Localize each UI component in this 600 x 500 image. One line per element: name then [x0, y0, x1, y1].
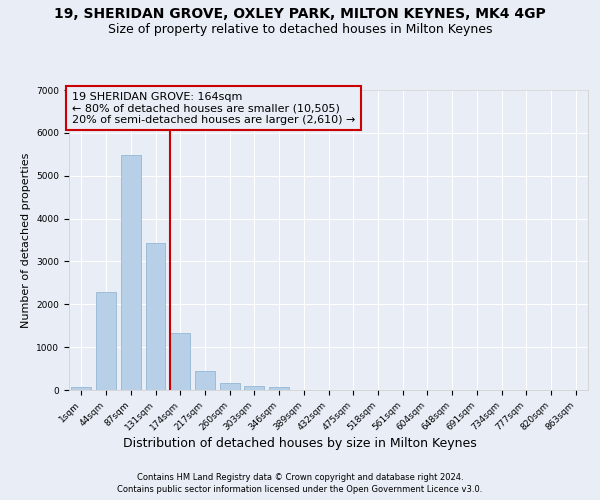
Bar [195, 370, 215, 390]
Text: 19, SHERIDAN GROVE, OXLEY PARK, MILTON KEYNES, MK4 4GP: 19, SHERIDAN GROVE, OXLEY PARK, MILTON K… [54, 8, 546, 22]
Bar [71, 387, 91, 390]
Text: Contains HM Land Registry data © Crown copyright and database right 2024.: Contains HM Land Registry data © Crown c… [137, 472, 463, 482]
Text: Distribution of detached houses by size in Milton Keynes: Distribution of detached houses by size … [123, 438, 477, 450]
Text: Size of property relative to detached houses in Milton Keynes: Size of property relative to detached ho… [108, 22, 492, 36]
Bar [244, 386, 264, 390]
Text: Contains public sector information licensed under the Open Government Licence v3: Contains public sector information licen… [118, 485, 482, 494]
Bar [146, 243, 166, 390]
Bar [269, 388, 289, 390]
Bar [96, 292, 116, 390]
Bar [170, 334, 190, 390]
Text: 19 SHERIDAN GROVE: 164sqm
← 80% of detached houses are smaller (10,505)
20% of s: 19 SHERIDAN GROVE: 164sqm ← 80% of detac… [71, 92, 355, 124]
Bar [121, 155, 140, 390]
Y-axis label: Number of detached properties: Number of detached properties [21, 152, 31, 328]
Bar [220, 383, 239, 390]
